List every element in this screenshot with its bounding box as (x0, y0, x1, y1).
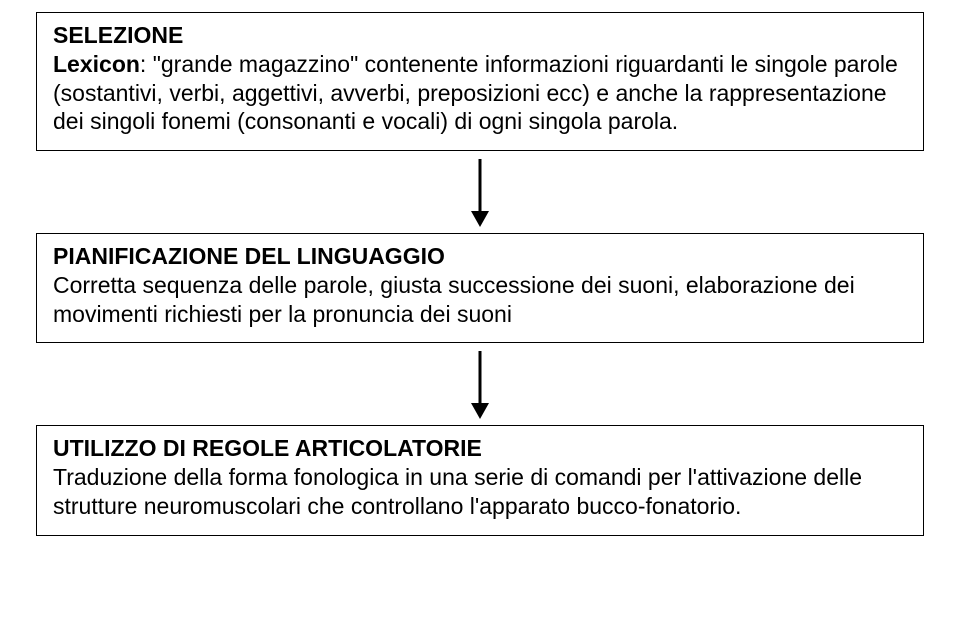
down-arrow-icon (468, 349, 492, 419)
lexicon-text: : "grande magazzino" contenente informaz… (53, 51, 898, 135)
heading-selezione: SELEZIONE (53, 21, 907, 50)
arrow-2 (36, 349, 924, 419)
heading-utilizzo: UTILIZZO DI REGOLE ARTICOLATORIE (53, 434, 907, 463)
heading-pianificazione: PIANIFICAZIONE DEL LINGUAGGIO (53, 242, 907, 271)
box-utilizzo: UTILIZZO DI REGOLE ARTICOLATORIE Traduzi… (36, 425, 924, 535)
body-utilizzo: Traduzione della forma fonologica in una… (53, 463, 907, 521)
lexicon-label: Lexicon (53, 51, 140, 77)
body-selezione: Lexicon: "grande magazzino" contenente i… (53, 50, 907, 136)
body-pianificazione: Corretta sequenza delle parole, giusta s… (53, 271, 907, 329)
box-selezione: SELEZIONE Lexicon: "grande magazzino" co… (36, 12, 924, 151)
document-page: { "colors": { "background": "#ffffff", "… (0, 0, 960, 639)
down-arrow-icon (468, 157, 492, 227)
box-pianificazione: PIANIFICAZIONE DEL LINGUAGGIO Corretta s… (36, 233, 924, 343)
arrow-1 (36, 157, 924, 227)
